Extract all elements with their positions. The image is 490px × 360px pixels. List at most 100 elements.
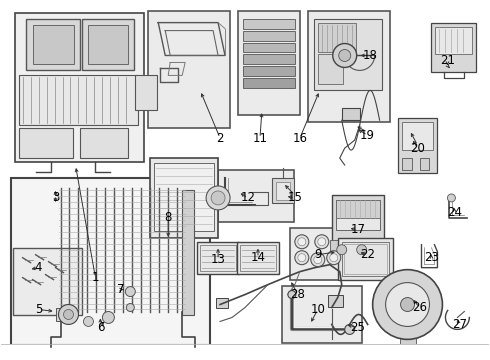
Bar	[55, 307, 68, 321]
Bar	[11, 178, 210, 345]
Bar	[330, 240, 342, 260]
Bar	[135, 75, 157, 110]
Bar	[318, 54, 343, 84]
Bar	[216, 298, 228, 307]
Bar	[237, 242, 279, 274]
Circle shape	[318, 238, 326, 246]
Bar	[200, 245, 236, 271]
Bar	[197, 242, 239, 274]
Bar	[25, 19, 80, 71]
Circle shape	[64, 310, 74, 319]
Bar	[314, 19, 382, 90]
Bar	[19, 75, 138, 125]
Bar	[401, 158, 412, 170]
Circle shape	[330, 254, 338, 262]
Text: 26: 26	[412, 301, 427, 314]
Text: 13: 13	[211, 253, 225, 266]
Bar	[150, 158, 218, 238]
Text: 20: 20	[410, 141, 425, 155]
Bar	[432, 23, 476, 72]
Bar	[243, 54, 295, 64]
Text: 17: 17	[350, 223, 365, 236]
Circle shape	[357, 245, 367, 255]
Bar	[419, 158, 429, 170]
Bar	[401, 122, 434, 150]
Circle shape	[58, 305, 78, 324]
Bar	[332, 195, 384, 255]
Bar	[33, 24, 74, 64]
Bar	[272, 178, 294, 203]
Text: 5: 5	[35, 303, 42, 316]
Circle shape	[126, 303, 134, 311]
Text: 15: 15	[288, 192, 302, 204]
Bar	[13, 248, 82, 315]
Circle shape	[206, 186, 230, 210]
Text: 9: 9	[314, 248, 321, 261]
Circle shape	[298, 238, 306, 246]
Text: 28: 28	[291, 288, 305, 301]
Text: 11: 11	[252, 132, 268, 145]
Bar	[399, 337, 416, 345]
Circle shape	[298, 254, 306, 262]
Text: 24: 24	[447, 206, 462, 219]
Text: 7: 7	[117, 283, 124, 296]
Bar	[290, 228, 358, 280]
Circle shape	[386, 283, 429, 327]
Bar	[342, 242, 389, 276]
Text: 25: 25	[350, 321, 365, 334]
Bar	[243, 31, 295, 41]
Bar	[0, 345, 490, 359]
Circle shape	[400, 298, 415, 311]
Bar	[148, 11, 230, 128]
Bar	[336, 200, 380, 218]
Bar	[89, 24, 128, 64]
Bar	[238, 11, 300, 115]
Circle shape	[337, 245, 347, 255]
Bar	[243, 19, 295, 28]
Circle shape	[314, 256, 322, 264]
Text: 8: 8	[165, 211, 172, 224]
Bar	[343, 244, 387, 274]
Bar	[282, 285, 362, 343]
Circle shape	[211, 191, 225, 205]
Circle shape	[102, 311, 114, 323]
Bar	[336, 200, 380, 230]
Bar	[318, 23, 356, 53]
Circle shape	[447, 194, 455, 202]
Text: 23: 23	[424, 251, 439, 264]
Text: 14: 14	[250, 251, 266, 264]
Text: 3: 3	[52, 192, 59, 204]
Text: 1: 1	[92, 271, 99, 284]
Circle shape	[83, 316, 94, 327]
Circle shape	[333, 44, 357, 67]
Bar	[308, 11, 390, 122]
Circle shape	[315, 235, 329, 249]
Text: 27: 27	[452, 318, 467, 331]
Text: 22: 22	[360, 248, 375, 261]
Circle shape	[372, 270, 442, 339]
Bar	[15, 13, 144, 162]
Bar	[243, 78, 295, 88]
Circle shape	[345, 324, 355, 334]
Bar	[397, 118, 438, 173]
Circle shape	[339, 50, 351, 62]
Bar	[276, 182, 290, 200]
Text: 12: 12	[241, 192, 255, 204]
Text: 2: 2	[216, 132, 224, 145]
Text: 21: 21	[440, 54, 455, 67]
Text: 19: 19	[360, 129, 375, 142]
Circle shape	[125, 287, 135, 297]
Circle shape	[327, 251, 341, 265]
Bar	[240, 245, 276, 271]
Text: 18: 18	[362, 49, 377, 62]
Bar	[436, 27, 472, 54]
Bar	[328, 294, 343, 306]
Bar	[154, 163, 214, 231]
Text: 16: 16	[293, 132, 307, 145]
Circle shape	[295, 235, 309, 249]
Bar	[338, 238, 392, 280]
Bar	[82, 19, 134, 71]
Text: 10: 10	[310, 303, 325, 316]
Bar	[243, 67, 295, 76]
Circle shape	[295, 251, 309, 265]
